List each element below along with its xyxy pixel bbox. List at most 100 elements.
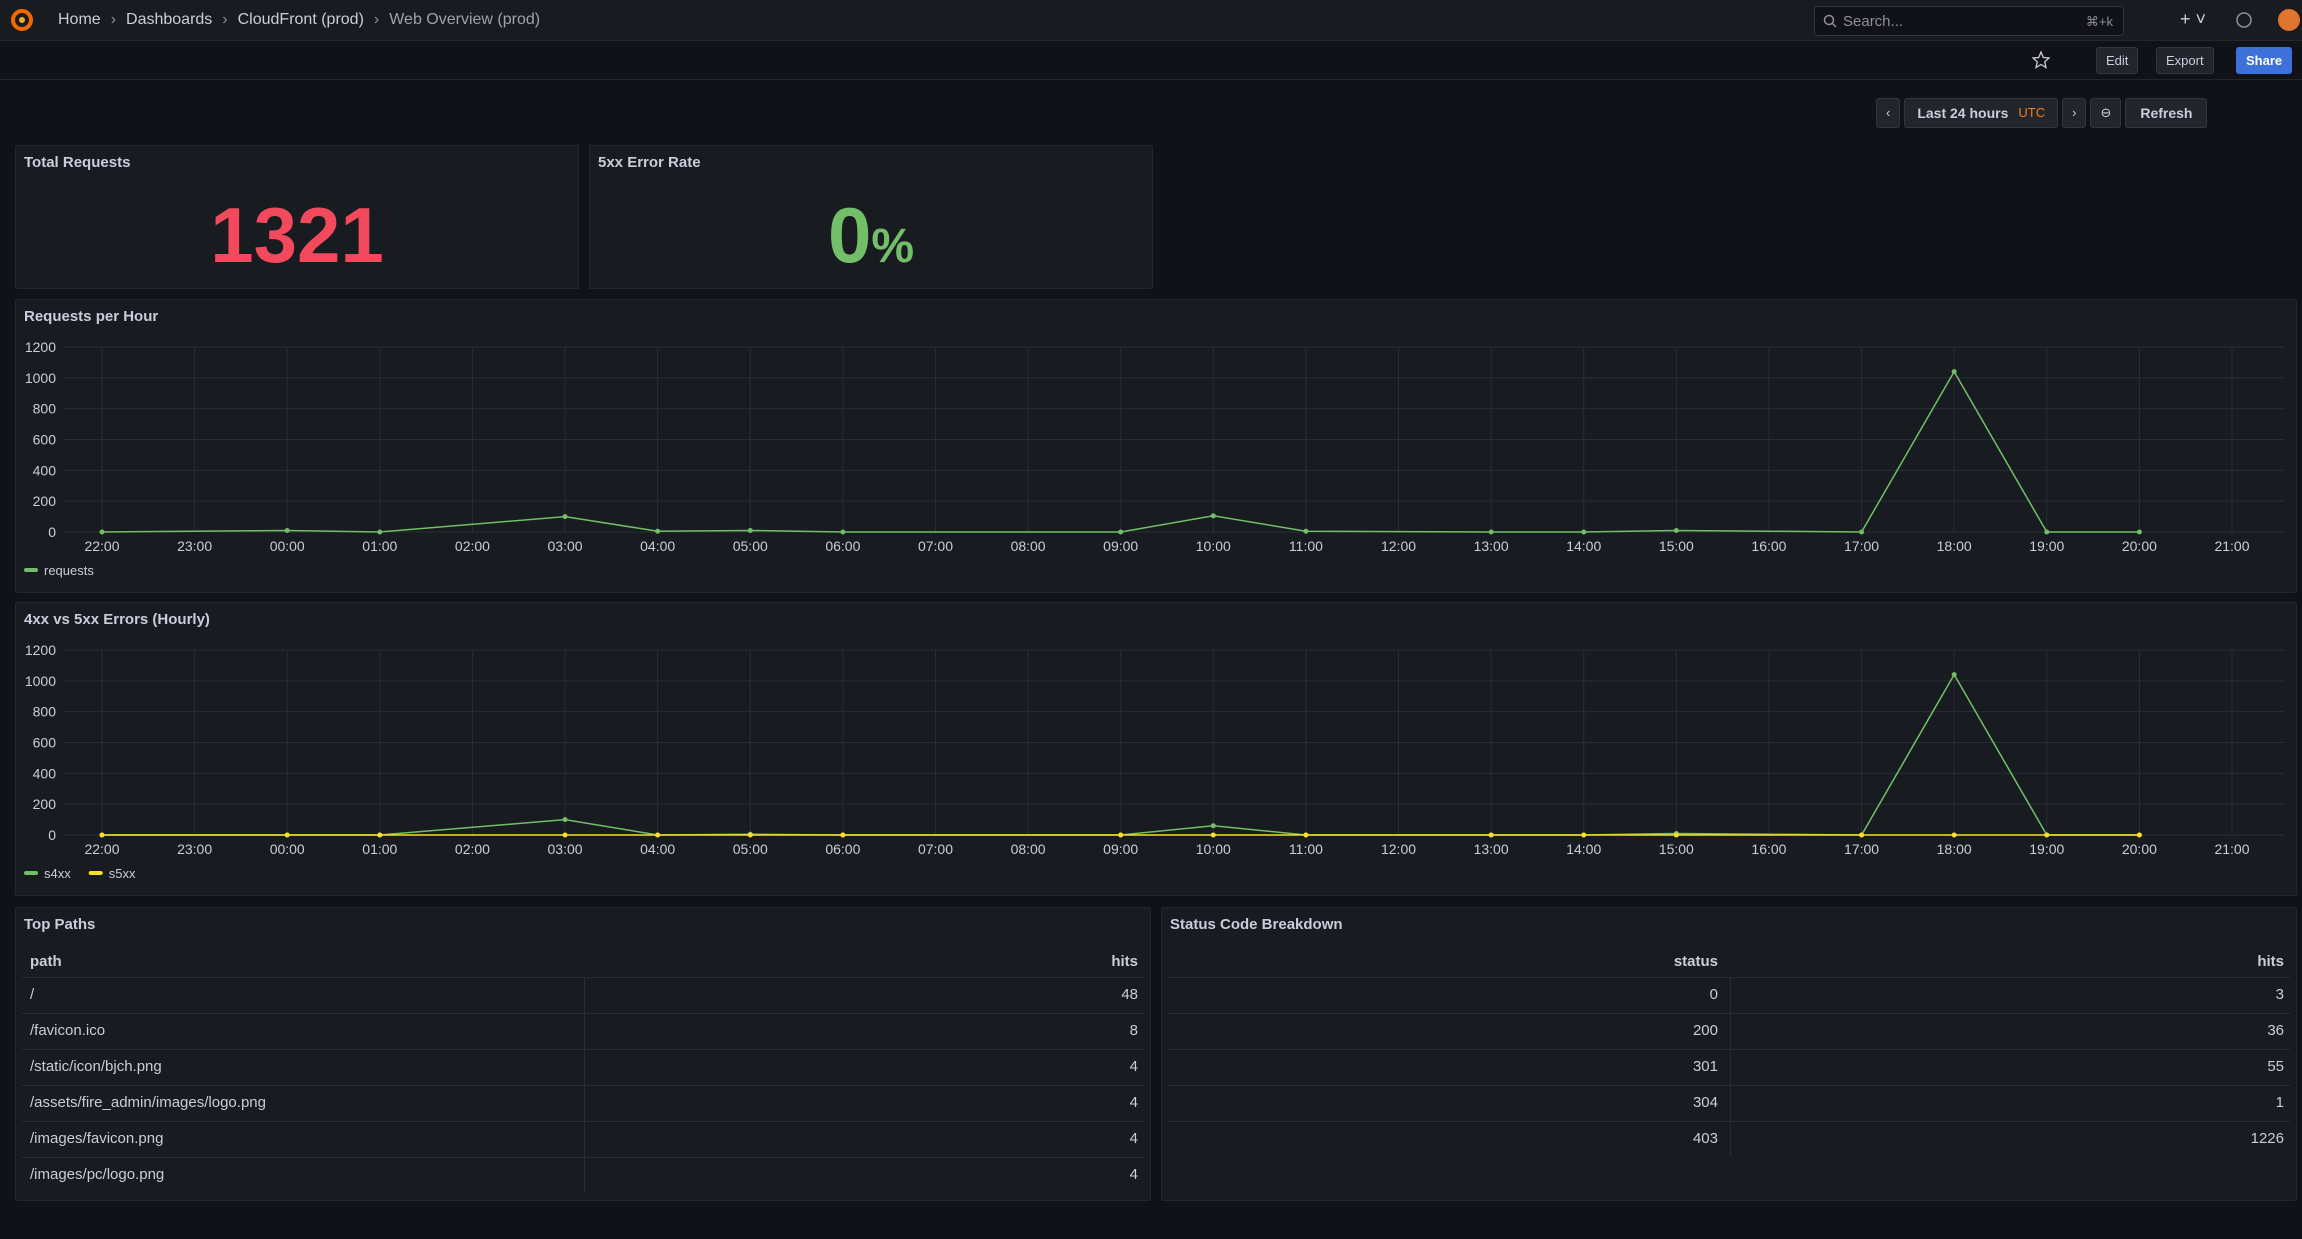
breadcrumb[interactable]: Web Overview (prod) [389,11,541,28]
y-tick-label: 1000 [25,370,56,386]
breadcrumb-separator: › [222,11,228,28]
zoom-out[interactable]: ⊖ [2090,98,2122,128]
edit-button[interactable]: Edit [2096,47,2139,74]
x-tick-label: 02:00 [455,538,490,554]
table-cell: /static/icon/bjch.png [30,1058,162,1075]
search-box[interactable]: Search... ⌘+k [1814,6,2124,36]
row-divider [1168,1013,2290,1014]
x-tick-label: 12:00 [1381,841,1416,857]
data-point [284,527,290,533]
search-shortcut: ⌘+k [2085,14,2113,29]
column-header[interactable]: status [1673,953,1718,970]
x-tick-label: 04:00 [640,538,675,554]
x-tick-label: 10:00 [1196,538,1231,554]
x-tick-label: 13:00 [1474,841,1509,857]
table-cell: 4 [1129,1166,1138,1183]
y-tick-label: 400 [33,462,57,478]
data-point [1118,832,1124,838]
breadcrumb[interactable]: Home [58,11,101,28]
table-cell: 55 [2267,1058,2284,1075]
row-divider [22,1085,1144,1086]
y-tick-label: 200 [33,493,57,509]
panel-title: Total Requests [24,154,131,171]
cell-divider [584,1049,585,1085]
data-point [1210,823,1216,829]
refresh-button[interactable]: Refresh [2125,98,2208,128]
data-point [1303,832,1309,838]
time-picker[interactable]: Last 24 hours UTC [1904,98,2059,128]
data-point [1210,513,1216,519]
data-point [747,527,753,533]
table-cell: 8 [1129,1022,1138,1039]
x-tick-label: 00:00 [270,841,305,857]
x-tick-label: 05:00 [733,841,768,857]
table-cell: 36 [2267,1022,2284,1039]
table-cell: 403 [1692,1130,1718,1147]
legend-label[interactable]: requests [44,563,94,578]
y-tick-label: 0 [48,524,56,540]
data-point [1488,832,1494,838]
cell-divider [1730,1013,1731,1049]
y-tick-label: 600 [33,735,57,751]
share-button[interactable]: Share [2236,47,2293,74]
panel-title: 5xx Error Rate [598,154,701,171]
data-point [562,817,568,823]
breadcrumb-separator: › [373,11,380,28]
legend-label[interactable]: s4xx [44,866,71,881]
data-point [1488,529,1494,535]
x-tick-label: 21:00 [2214,841,2249,857]
data-point [1951,832,1957,838]
row-divider [22,1121,1144,1122]
data-point [1118,529,1124,535]
export-button[interactable]: Export [2156,47,2214,74]
x-tick-label: 18:00 [1937,538,1972,554]
cell-divider [584,1157,585,1193]
add-button[interactable]: + ˅ [2180,9,2207,29]
table-panel: Status Code Breakdown status hits 0 3 200 36 30… [1161,907,2297,1201]
data-point [1673,832,1679,838]
x-tick-label: 09:00 [1103,538,1138,554]
avatar[interactable] [2278,9,2300,31]
time-forward[interactable]: › [2062,98,2087,128]
chart-panel: Requests per Hour 0 200 400 600 800 1000 1200 22… [15,299,2297,593]
data-point [747,832,753,838]
x-tick-label: 08:00 [1011,538,1046,554]
column-header[interactable]: path [30,953,62,970]
legend-swatch [24,871,38,875]
stat-unit: % [871,220,915,273]
column-header[interactable]: hits [1111,953,1138,970]
stat-number: 1321 [210,191,384,279]
x-tick-label: 00:00 [270,538,305,554]
legend-label[interactable]: s5xx [109,866,136,881]
x-tick-label: 06:00 [825,538,860,554]
star-icon[interactable] [2032,51,2050,69]
time-back[interactable]: ‹ [1876,98,1901,128]
table-panel: Top Paths path hits / 48/favicon.ico 8/static… [15,907,1151,1201]
x-tick-label: 05:00 [733,538,768,554]
x-tick-label: 15:00 [1659,538,1694,554]
x-tick-label: 07:00 [918,538,953,554]
x-tick-label: 01:00 [362,538,397,554]
x-tick-label: 20:00 [2122,841,2157,857]
timezone: UTC [2018,105,2046,120]
data-point [1951,369,1957,375]
breadcrumb-separator: › [110,11,117,28]
cell-divider [1730,977,1731,1013]
column-header[interactable]: hits [2257,953,2284,970]
table-cell: 4 [1129,1130,1138,1147]
data-point [655,528,661,534]
stat-panel: Total Requests 1321 [15,145,579,289]
help-icon[interactable] [2236,12,2252,28]
y-tick-label: 600 [33,432,57,448]
table-cell: 200 [1692,1022,1718,1039]
grafana-logo[interactable] [10,8,36,32]
x-tick-label: 15:00 [1659,841,1694,857]
stat-panel: 5xx Error Rate 0% [589,145,1153,289]
breadcrumb[interactable]: Dashboards [126,11,213,28]
panel-title: Top Paths [24,916,96,933]
table-cell: 0 [1709,986,1718,1003]
breadcrumb[interactable]: CloudFront (prod) [237,11,364,28]
x-tick-label: 11:00 [1289,538,1323,554]
data-point [2136,529,2142,535]
data-point [99,832,105,838]
